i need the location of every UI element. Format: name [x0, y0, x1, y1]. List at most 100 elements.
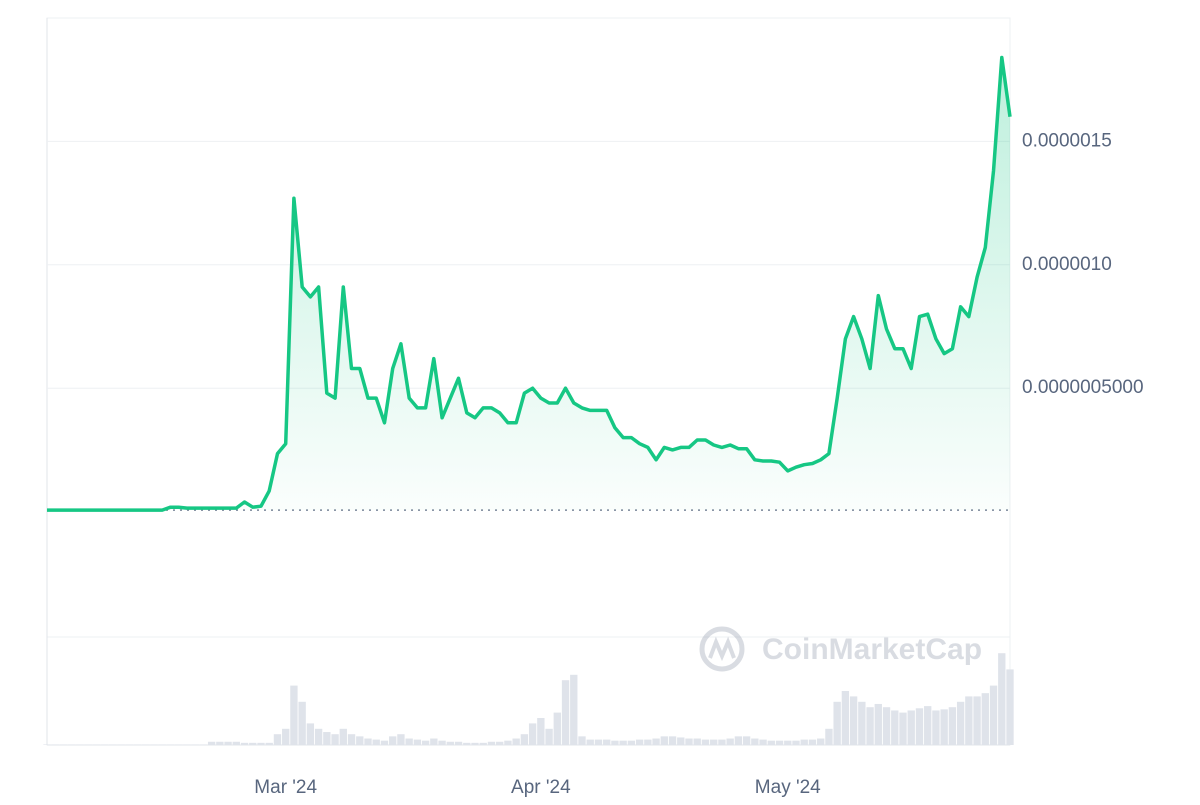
- volume-bar: [603, 739, 611, 745]
- volume-bar: [520, 734, 529, 745]
- volume-bar: [767, 740, 775, 745]
- volume-bar: [693, 738, 701, 745]
- volume-bar: [405, 738, 413, 745]
- volume-bar: [685, 738, 693, 745]
- volume-bar: [594, 739, 603, 745]
- volume-bar: [973, 696, 981, 745]
- volume-bar: [833, 701, 841, 745]
- price-area: [47, 57, 1010, 511]
- volume-bar: [249, 742, 257, 745]
- volume-bar: [76, 744, 84, 745]
- volume-bar: [504, 740, 512, 745]
- volume-bar: [471, 742, 479, 745]
- volume-bar: [479, 742, 487, 745]
- volume-bar: [652, 738, 660, 745]
- volume-bar: [133, 744, 142, 745]
- volume-bar: [817, 738, 825, 745]
- volume-bar: [413, 739, 422, 745]
- x-tick-label: Apr '24: [511, 777, 571, 798]
- volume-bar: [68, 744, 76, 745]
- volume-bar: [84, 744, 92, 745]
- volume-bar: [207, 741, 216, 745]
- volume-bar: [751, 738, 759, 745]
- volume-bar: [825, 728, 833, 745]
- volume-bar: [948, 707, 957, 745]
- volume-bar: [240, 742, 249, 745]
- x-tick-label: May '24: [755, 777, 821, 798]
- volume-bar: [364, 738, 372, 745]
- volume-bar: [726, 738, 734, 745]
- volume-bar: [545, 728, 553, 745]
- volume-bar: [438, 740, 446, 745]
- volume-bar: [858, 701, 866, 745]
- volume-bar: [775, 740, 784, 745]
- volume-bar: [619, 740, 627, 745]
- volume-bar: [372, 739, 380, 745]
- volume-bar: [891, 710, 899, 745]
- volume-bar: [800, 739, 808, 745]
- volume-bar: [446, 741, 454, 745]
- volume-bar: [561, 680, 570, 745]
- volume-bar: [759, 739, 767, 745]
- volume-bar: [430, 738, 438, 745]
- volume-bar: [175, 744, 183, 745]
- volume-bar: [528, 723, 537, 745]
- volume-bar: [965, 696, 973, 745]
- volume-bar: [874, 703, 882, 745]
- volume-bar: [150, 744, 158, 745]
- volume-bar: [273, 734, 282, 745]
- volume-bar: [578, 736, 586, 745]
- volume-bar: [463, 742, 471, 745]
- volume-bar: [142, 744, 150, 745]
- volume-bar: [907, 710, 915, 745]
- volume-bar: [265, 742, 273, 745]
- volume-bar: [290, 685, 298, 745]
- volume-bar: [808, 739, 817, 745]
- y-tick-label: 0.0000005000: [1022, 377, 1144, 398]
- volume-bar: [421, 740, 430, 745]
- volume-bar: [306, 723, 315, 745]
- volume-bar: [718, 739, 726, 745]
- volume-bar: [660, 736, 668, 745]
- volume-bar: [742, 736, 751, 745]
- volume-bar: [989, 685, 998, 745]
- volume-bar: [981, 693, 989, 745]
- volume-bar: [882, 707, 891, 745]
- volume-bar: [487, 741, 496, 745]
- volume-bar: [158, 744, 166, 745]
- volume-bar: [232, 741, 240, 745]
- volume-bar: [257, 742, 265, 745]
- volume-bar: [331, 734, 339, 745]
- volume-bar: [849, 696, 858, 745]
- y-tick-label: 0.0000015: [1022, 130, 1112, 151]
- volume-bar: [314, 728, 323, 745]
- volume-bar: [553, 712, 561, 745]
- volume-bar: [117, 744, 125, 745]
- volume-bar: [380, 740, 389, 745]
- volume-bar: [899, 712, 907, 745]
- x-tick-label: Mar '24: [254, 777, 317, 798]
- watermark-text: CoinMarketCap: [762, 633, 982, 666]
- volume-bar: [924, 706, 932, 745]
- volume-bar: [323, 732, 331, 745]
- volume-bar: [586, 739, 594, 745]
- volume-bar: [347, 734, 356, 745]
- volume-bar: [710, 739, 718, 745]
- volume-bar: [496, 741, 504, 745]
- volume-bar: [199, 744, 208, 745]
- volume-bar: [389, 736, 397, 745]
- volume-bar: [841, 691, 850, 745]
- volume-bar: [191, 744, 199, 745]
- volume-bar: [454, 741, 463, 745]
- volume-bar: [940, 709, 948, 745]
- volume-bar: [998, 653, 1006, 745]
- volume-bar: [915, 708, 924, 745]
- volume-bar: [570, 674, 578, 745]
- volume-bar: [109, 744, 117, 745]
- volume-bar: [1006, 669, 1014, 745]
- volume-bar: [183, 744, 191, 745]
- price-line: [47, 55, 1012, 512]
- volume-bar: [611, 740, 619, 745]
- volume-bar: [298, 701, 306, 745]
